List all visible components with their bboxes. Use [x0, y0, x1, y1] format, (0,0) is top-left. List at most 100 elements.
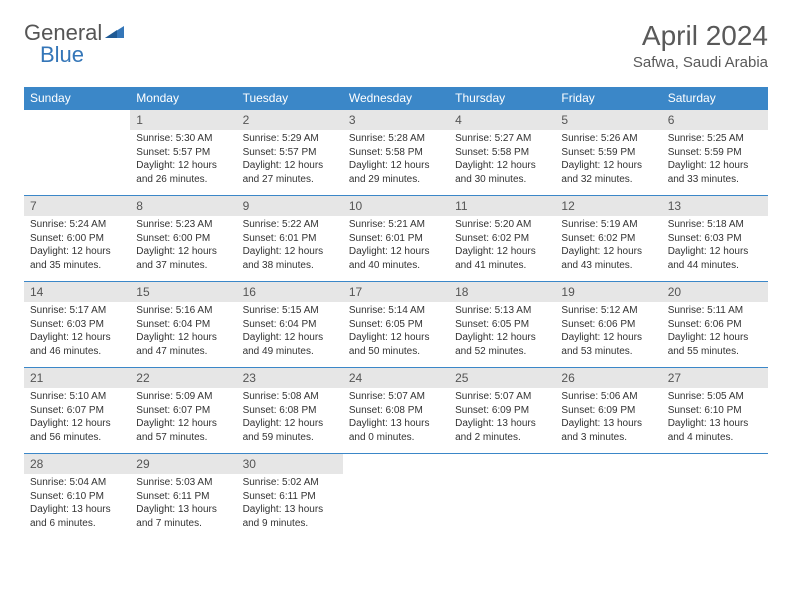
- day-number: 24: [343, 368, 449, 388]
- location: Safwa, Saudi Arabia: [633, 54, 768, 71]
- day-number: 18: [449, 282, 555, 302]
- sunrise-line: Sunrise: 5:07 AM: [455, 391, 531, 402]
- day-number: 17: [343, 282, 449, 302]
- calendar-day-cell: 2Sunrise: 5:29 AMSunset: 5:57 PMDaylight…: [237, 110, 343, 196]
- logo-secondline: Blue: [40, 42, 84, 68]
- day-content: Sunrise: 5:29 AMSunset: 5:57 PMDaylight:…: [237, 130, 343, 190]
- daylight-line: Daylight: 12 hours and 29 minutes.: [349, 160, 430, 185]
- calendar-day-cell: 18 Sunrise: 5:13 AM Sunset: 6:05 PM Dayligh…: [449, 282, 555, 368]
- calendar-day-cell: [24, 110, 130, 196]
- calendar-day-cell: 20Sunrise: 5:11 AMSunset: 6:06 PMDayligh…: [662, 282, 768, 368]
- day-number: 2: [237, 110, 343, 130]
- day-content: Sunrise: 5:25 AMSunset: 5:59 PMDaylight:…: [662, 130, 768, 190]
- sunset-line: Sunset: 6:07 PM: [30, 405, 104, 416]
- day-content: Sunrise: 5:05 AMSunset: 6:10 PMDaylight:…: [662, 388, 768, 448]
- logo-text-blue: Blue: [40, 42, 84, 67]
- daylight-line: Daylight: 12 hours and 32 minutes.: [561, 160, 642, 185]
- day-content: Sunrise: 5:26 AMSunset: 5:59 PMDaylight:…: [555, 130, 661, 190]
- calendar-day-cell: 26Sunrise: 5:06 AMSunset: 6:09 PMDayligh…: [555, 368, 661, 454]
- sunrise-line: Sunrise: 5:30 AM: [136, 133, 212, 144]
- daylight-line: Daylight: 13 hours and 2 minutes.: [455, 418, 536, 443]
- day-number: 22: [130, 368, 236, 388]
- daylight-line: Daylight: 12 hours and 35 minutes.: [30, 246, 111, 271]
- sunrise-line: Sunrise: 5:29 AM: [243, 133, 319, 144]
- sunrise-line: Sunrise: 5:06 AM: [561, 391, 637, 402]
- day-content: Sunrise: 5:02 AMSunset: 6:11 PMDaylight:…: [237, 474, 343, 534]
- day-content: Sunrise: 5:19 AMSunset: 6:02 PMDaylight:…: [555, 216, 661, 276]
- weekday-header: Saturday: [662, 87, 768, 110]
- calendar-day-cell: [662, 454, 768, 540]
- calendar-day-cell: 7Sunrise: 5:24 AMSunset: 6:00 PMDaylight…: [24, 196, 130, 282]
- day-number: 21: [24, 368, 130, 388]
- weekday-header: Wednesday: [343, 87, 449, 110]
- calendar-day-cell: [343, 454, 449, 540]
- day-content: Sunrise: 5:14 AMSunset: 6:05 PMDaylight:…: [343, 302, 449, 362]
- calendar-table: SundayMondayTuesdayWednesdayThursdayFrid…: [24, 87, 768, 540]
- day-content: Sunrise: 5:11 AMSunset: 6:06 PMDaylight:…: [662, 302, 768, 362]
- sunset-line: Sunset: 6:03 PM: [30, 319, 104, 330]
- day-content: Sunrise: 5:20 AMSunset: 6:02 PMDaylight:…: [449, 216, 555, 276]
- logo-triangle-icon: [104, 22, 126, 45]
- day-number: 10: [343, 196, 449, 216]
- day-number: 29: [130, 454, 236, 474]
- calendar-day-cell: 27Sunrise: 5:05 AMSunset: 6:10 PMDayligh…: [662, 368, 768, 454]
- daylight-line: Daylight: 12 hours and 40 minutes.: [349, 246, 430, 271]
- daylight-line: Daylight: 12 hours and 47 minutes.: [136, 332, 217, 357]
- sunrise-line: Sunrise: 5:28 AM: [349, 133, 425, 144]
- sunrise-line: Sunrise: 5:04 AM: [30, 477, 106, 488]
- day-number: 7: [24, 196, 130, 216]
- day-content: Sunrise: 5:12 AMSunset: 6:06 PMDaylight:…: [555, 302, 661, 362]
- calendar-day-cell: 14Sunrise: 5:17 AMSunset: 6:03 PMDayligh…: [24, 282, 130, 368]
- sunrise-line: Sunrise: 5:18 AM: [668, 219, 744, 230]
- daylight-line: Daylight: 13 hours and 6 minutes.: [30, 504, 111, 529]
- daylight-line: Daylight: 12 hours and 56 minutes.: [30, 418, 111, 443]
- sunrise-line: Sunrise: 5:22 AM: [243, 219, 319, 230]
- calendar-day-cell: 17Sunrise: 5:14 AMSunset: 6:05 PMDayligh…: [343, 282, 449, 368]
- sunset-line: Sunset: 6:11 PM: [243, 491, 316, 502]
- calendar-day-cell: 8Sunrise: 5:23 AMSunset: 6:00 PMDaylight…: [130, 196, 236, 282]
- daylight-line: Daylight: 12 hours and 59 minutes.: [243, 418, 324, 443]
- daylight-line: Daylight: 12 hours and 43 minutes.: [561, 246, 642, 271]
- daylight-line: Daylight: 12 hours and 52 minutes.: [455, 332, 536, 357]
- sunrise-line: Sunrise: 5:02 AM: [243, 477, 319, 488]
- sunset-line: Sunset: 6:09 PM: [455, 405, 529, 416]
- sunset-line: Sunset: 6:00 PM: [136, 233, 210, 244]
- sunset-line: Sunset: 6:03 PM: [668, 233, 742, 244]
- sunrise-line: Sunrise: 5:13 AM: [455, 305, 531, 316]
- sunrise-line: Sunrise: 5:25 AM: [668, 133, 744, 144]
- sunset-line: Sunset: 5:58 PM: [349, 147, 423, 158]
- day-content: Sunrise: 5:22 AMSunset: 6:01 PMDaylight:…: [237, 216, 343, 276]
- sunset-line: Sunset: 6:01 PM: [349, 233, 423, 244]
- sunset-line: Sunset: 6:01 PM: [243, 233, 317, 244]
- sunset-line: Sunset: 6:05 PM: [455, 319, 529, 330]
- day-content: Sunrise: 5:10 AMSunset: 6:07 PMDaylight:…: [24, 388, 130, 448]
- day-number: 16: [237, 282, 343, 302]
- calendar-day-cell: 22Sunrise: 5:09 AMSunset: 6:07 PMDayligh…: [130, 368, 236, 454]
- sunset-line: Sunset: 6:11 PM: [136, 491, 209, 502]
- sunrise-line: Sunrise: 5:09 AM: [136, 391, 212, 402]
- daylight-line: Daylight: 12 hours and 53 minutes.: [561, 332, 642, 357]
- day-number: 13: [662, 196, 768, 216]
- calendar-week-row: 1 Sunrise: 5:30 AM Sunset: 5:57 PM Daylight…: [24, 110, 768, 196]
- day-number: 11: [449, 196, 555, 216]
- calendar-week-row: 14Sunrise: 5:17 AMSunset: 6:03 PMDayligh…: [24, 282, 768, 368]
- day-content: Sunrise: 5:13 AM Sunset: 6:05 PM Daylight:…: [449, 302, 555, 362]
- day-number: 9: [237, 196, 343, 216]
- sunset-line: Sunset: 5:57 PM: [243, 147, 317, 158]
- sunrise-line: Sunrise: 5:19 AM: [561, 219, 637, 230]
- day-number: 3: [343, 110, 449, 130]
- day-content: Sunrise: 5:03 AMSunset: 6:11 PMDaylight:…: [130, 474, 236, 534]
- day-number: 4: [449, 110, 555, 130]
- day-number: 20: [662, 282, 768, 302]
- title-block: April 2024 Safwa, Saudi Arabia: [633, 20, 768, 71]
- daylight-line: Daylight: 12 hours and 30 minutes.: [455, 160, 536, 185]
- sunset-line: Sunset: 6:09 PM: [561, 405, 635, 416]
- day-number: 1: [130, 110, 236, 130]
- sunrise-line: Sunrise: 5:11 AM: [668, 305, 743, 316]
- sunrise-line: Sunrise: 5:05 AM: [668, 391, 744, 402]
- weekday-header-row: SundayMondayTuesdayWednesdayThursdayFrid…: [24, 87, 768, 110]
- sunrise-line: Sunrise: 5:08 AM: [243, 391, 319, 402]
- calendar-day-cell: 12Sunrise: 5:19 AMSunset: 6:02 PMDayligh…: [555, 196, 661, 282]
- day-number: 5: [555, 110, 661, 130]
- sunrise-line: Sunrise: 5:15 AM: [243, 305, 319, 316]
